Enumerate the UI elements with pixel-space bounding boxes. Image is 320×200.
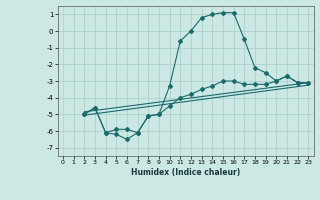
X-axis label: Humidex (Indice chaleur): Humidex (Indice chaleur) xyxy=(131,168,240,177)
